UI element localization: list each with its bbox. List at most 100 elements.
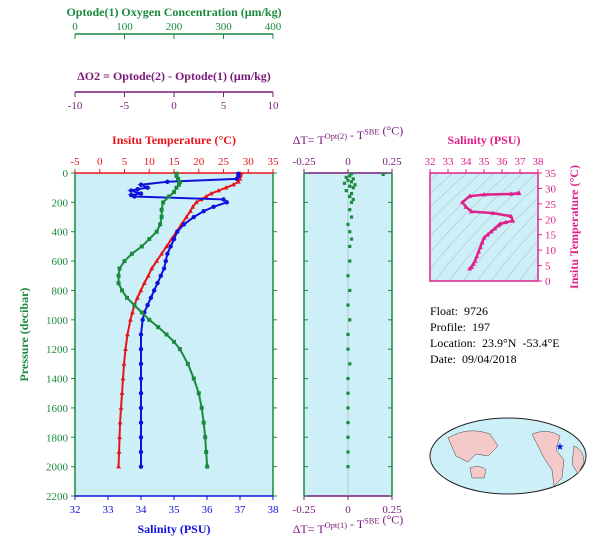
oxygen-point <box>167 194 172 199</box>
ts-point <box>460 199 465 205</box>
salinity-tick-label: 34 <box>136 504 148 516</box>
oxygen-point <box>147 317 152 322</box>
oxygen-point <box>205 464 210 469</box>
oxygen-point <box>174 185 179 190</box>
dt-bottom-tick-label: 0 <box>345 504 351 516</box>
ts-density-contours <box>430 173 538 281</box>
salinity-point <box>145 185 150 190</box>
location-label: Location: 23.9°N -53.4°E <box>430 336 560 350</box>
oxygen-point <box>174 171 179 176</box>
ts-density-isoline <box>430 173 496 237</box>
ts-temperature-axis-label: Insitu Temperature (°C) <box>567 165 581 289</box>
oxygen-point <box>201 420 206 425</box>
ts-temperature-tick-label: 25 <box>545 199 557 211</box>
ts-point <box>485 232 490 237</box>
delta-o2-tick-label: 0 <box>171 100 177 112</box>
dt-point <box>349 172 354 176</box>
oxygen-point <box>117 266 122 271</box>
dt-point <box>344 189 348 193</box>
map-ocean <box>429 417 587 495</box>
dt-bottom-axis-label: ΔT= TOpt(1) - TSBE (°C) <box>293 512 404 536</box>
ts-point <box>481 192 487 197</box>
dt-point <box>346 406 350 410</box>
temperature-point <box>130 309 135 315</box>
ts-point <box>481 235 487 240</box>
ts-point <box>476 249 481 254</box>
oxygen-point <box>154 229 159 234</box>
dt-point <box>351 177 355 181</box>
pressure-tick-label: 1400 <box>46 374 69 386</box>
salinity-point <box>128 188 134 193</box>
pressure-tick-label: 200 <box>52 197 69 209</box>
dt-point <box>348 230 352 234</box>
ts-temperature-tick-label: 0 <box>545 276 551 288</box>
dt-point <box>349 180 354 184</box>
salinity-point <box>221 197 226 202</box>
ts-density-isoline <box>430 173 524 270</box>
dt-point <box>346 420 350 425</box>
ts-point <box>474 253 480 259</box>
dt-point <box>348 362 352 366</box>
dt-point <box>348 259 352 263</box>
ts-point <box>479 239 485 245</box>
temperature-tick-label: 30 <box>243 156 255 168</box>
dt-point <box>346 274 350 278</box>
ts-point <box>469 264 474 269</box>
temperature-point <box>235 179 241 184</box>
salinity-tick-label: 36 <box>202 504 214 516</box>
temperature-tick-label: 20 <box>193 156 205 168</box>
salinity-point <box>138 405 144 411</box>
temperature-point <box>125 331 130 337</box>
ts-point <box>508 213 514 218</box>
salinity-point <box>163 258 168 264</box>
temperature-axis-label: Insitu Temperature (°C) <box>112 133 236 147</box>
salinity-point <box>132 194 137 199</box>
oxygen-point <box>159 207 164 212</box>
ts-point <box>492 225 498 231</box>
salinity-axis-label: Salinity (PSU) <box>137 522 210 536</box>
delta-o2-axis-label: ΔO2 = Optode(2) - Optode(1) (μm/kg) <box>77 69 270 83</box>
pressure-tick-label: 800 <box>52 285 69 297</box>
ts-temperature-tick-label: 10 <box>545 245 557 257</box>
temperature-point <box>223 185 229 190</box>
map-land-americas <box>531 431 565 487</box>
dt-point <box>346 376 350 381</box>
ts-salinity-tick-label: 34 <box>461 156 473 168</box>
salinity-tick-label: 33 <box>103 504 115 516</box>
dt-point <box>349 191 354 196</box>
pressure-tick-label: 1800 <box>46 432 69 444</box>
salinity-point <box>138 332 144 337</box>
salinity-point <box>138 420 144 425</box>
ts-density-isoline <box>430 173 440 182</box>
delta-o2-tick-label: 10 <box>268 100 280 112</box>
dt-point <box>348 208 352 212</box>
ts-density-isoline <box>490 225 538 281</box>
ts-salinity-tick-label: 32 <box>425 156 436 168</box>
salinity-point <box>224 200 229 205</box>
oxygen-point <box>129 251 134 256</box>
temperature-point <box>193 199 199 205</box>
dt-point <box>351 186 355 190</box>
ts-point <box>463 204 469 209</box>
salinity-point <box>234 176 239 182</box>
pressure-tick-label: 400 <box>52 227 69 239</box>
dt-point <box>349 215 354 219</box>
oxygen-tick-label: 400 <box>265 21 282 33</box>
ts-density-isoline <box>476 211 538 281</box>
temperature-point <box>117 434 122 440</box>
dt-point <box>344 175 348 180</box>
salinity-point <box>138 376 144 381</box>
salinity-point <box>181 222 187 227</box>
pressure-tick-label: 1600 <box>46 403 69 415</box>
dt-point <box>349 200 354 204</box>
date-label: Date: 09/04/2018 <box>430 352 517 366</box>
oxygen-point <box>175 176 180 181</box>
oxygen-point <box>124 295 129 300</box>
dt-point <box>346 332 350 337</box>
ts-point <box>516 190 522 195</box>
temperature-point <box>123 346 128 351</box>
ts-density-isoline <box>430 173 482 222</box>
dt-point <box>346 450 350 454</box>
oxygen-point <box>139 244 144 249</box>
dt-point <box>346 435 350 439</box>
